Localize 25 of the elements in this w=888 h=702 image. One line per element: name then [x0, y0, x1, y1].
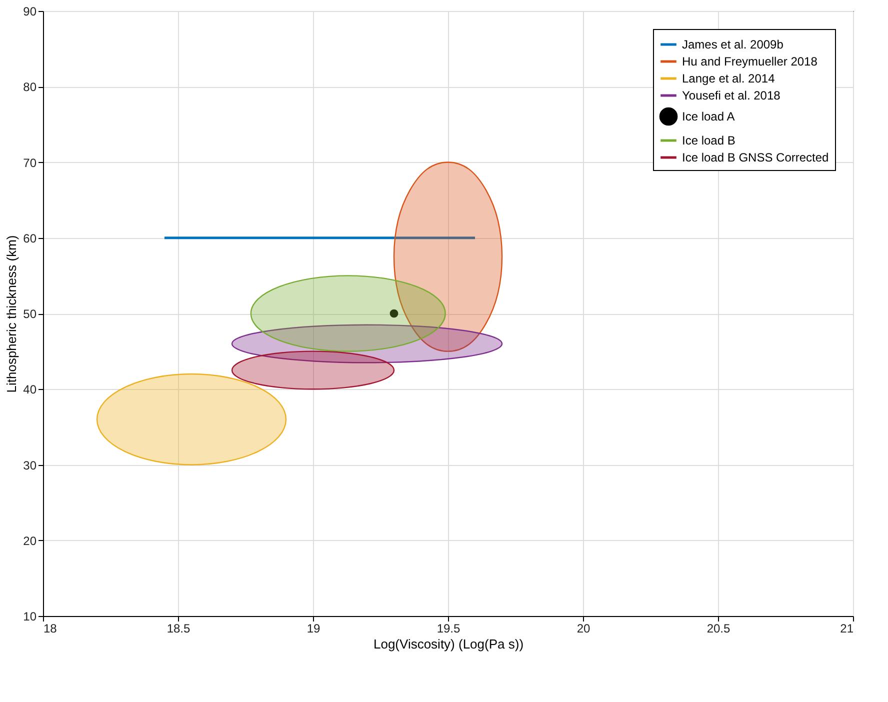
legend-label: Hu and Freymueller 2018: [682, 54, 818, 68]
legend-label: Ice load B GNSS Corrected: [682, 150, 829, 164]
x-tick-label: 19: [306, 622, 320, 636]
y-tick-label: 20: [23, 534, 37, 548]
legend-label: Ice load B: [682, 134, 736, 148]
y-tick-label: 50: [23, 307, 37, 321]
y-tick-label: 40: [23, 382, 37, 397]
y-tick-label: 60: [23, 231, 37, 246]
x-tick-label: 21: [840, 622, 854, 636]
x-tick-label: 20: [576, 622, 590, 636]
legend-label: Yousefi et al. 2018: [682, 88, 781, 102]
x-tick-label: 20.5: [706, 622, 730, 636]
y-tick-label: 70: [23, 156, 37, 170]
y-tick-label: 30: [23, 458, 37, 472]
y-axis-title: Lithospheric thickness (km): [4, 235, 20, 393]
legend-label: Ice load A: [682, 110, 735, 124]
y-tick-label: 80: [23, 80, 37, 94]
x-tick-label: 18.5: [166, 622, 190, 636]
legend-label: James et al. 2009b: [682, 38, 784, 52]
legend-label: Lange et al. 2014: [682, 72, 776, 86]
y-tick-label: 10: [23, 610, 37, 624]
x-axis-title: Log(Viscosity) (Log(Pa s)): [373, 636, 524, 652]
x-tick-label: 18: [44, 622, 58, 636]
x-tick-label: 19.5: [436, 622, 460, 636]
y-tick-label: 90: [23, 4, 37, 18]
